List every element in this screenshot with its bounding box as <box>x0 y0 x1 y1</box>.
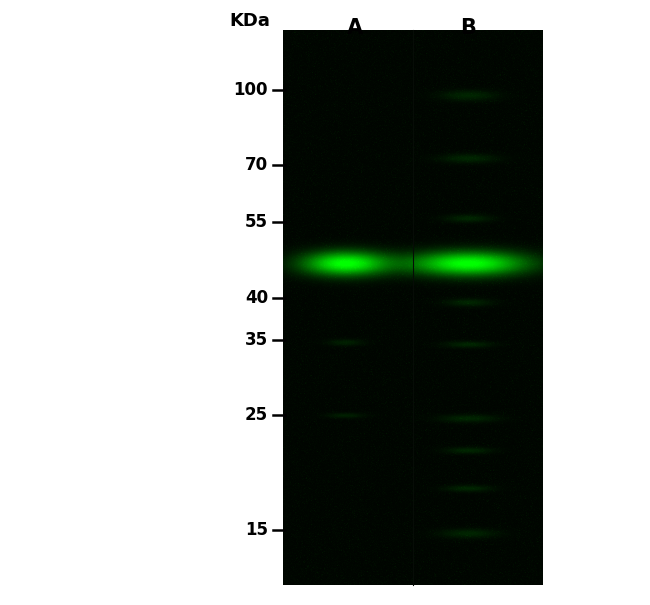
Text: 15: 15 <box>245 521 268 539</box>
Text: 25: 25 <box>245 406 268 424</box>
Text: 55: 55 <box>245 213 268 231</box>
Text: 70: 70 <box>245 156 268 174</box>
Bar <box>283 30 543 585</box>
Text: A: A <box>347 18 363 38</box>
Text: B: B <box>460 18 476 38</box>
Text: 100: 100 <box>233 81 268 99</box>
Text: 35: 35 <box>245 331 268 349</box>
Text: 40: 40 <box>245 289 268 307</box>
Text: KDa: KDa <box>229 12 270 30</box>
